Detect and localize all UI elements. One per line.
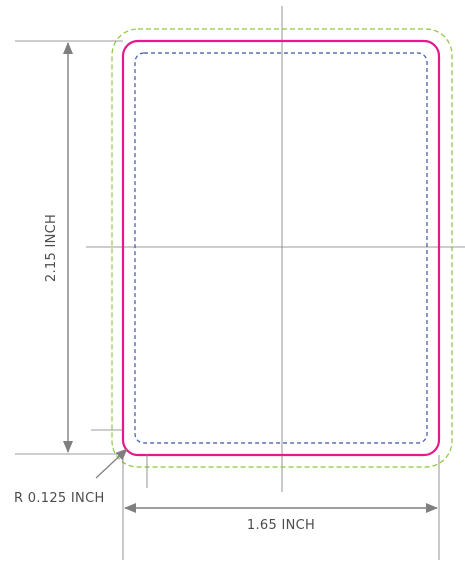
- bleed-line: [111, 28, 453, 468]
- safe-line: [134, 52, 428, 444]
- width-label: 1.65 INCH: [247, 518, 315, 533]
- trim-line: [121, 39, 441, 457]
- radius-leader-arrow: [95, 448, 128, 479]
- radius-label: R 0.125 INCH: [14, 491, 105, 506]
- height-label: 2.15 INCH: [44, 214, 59, 282]
